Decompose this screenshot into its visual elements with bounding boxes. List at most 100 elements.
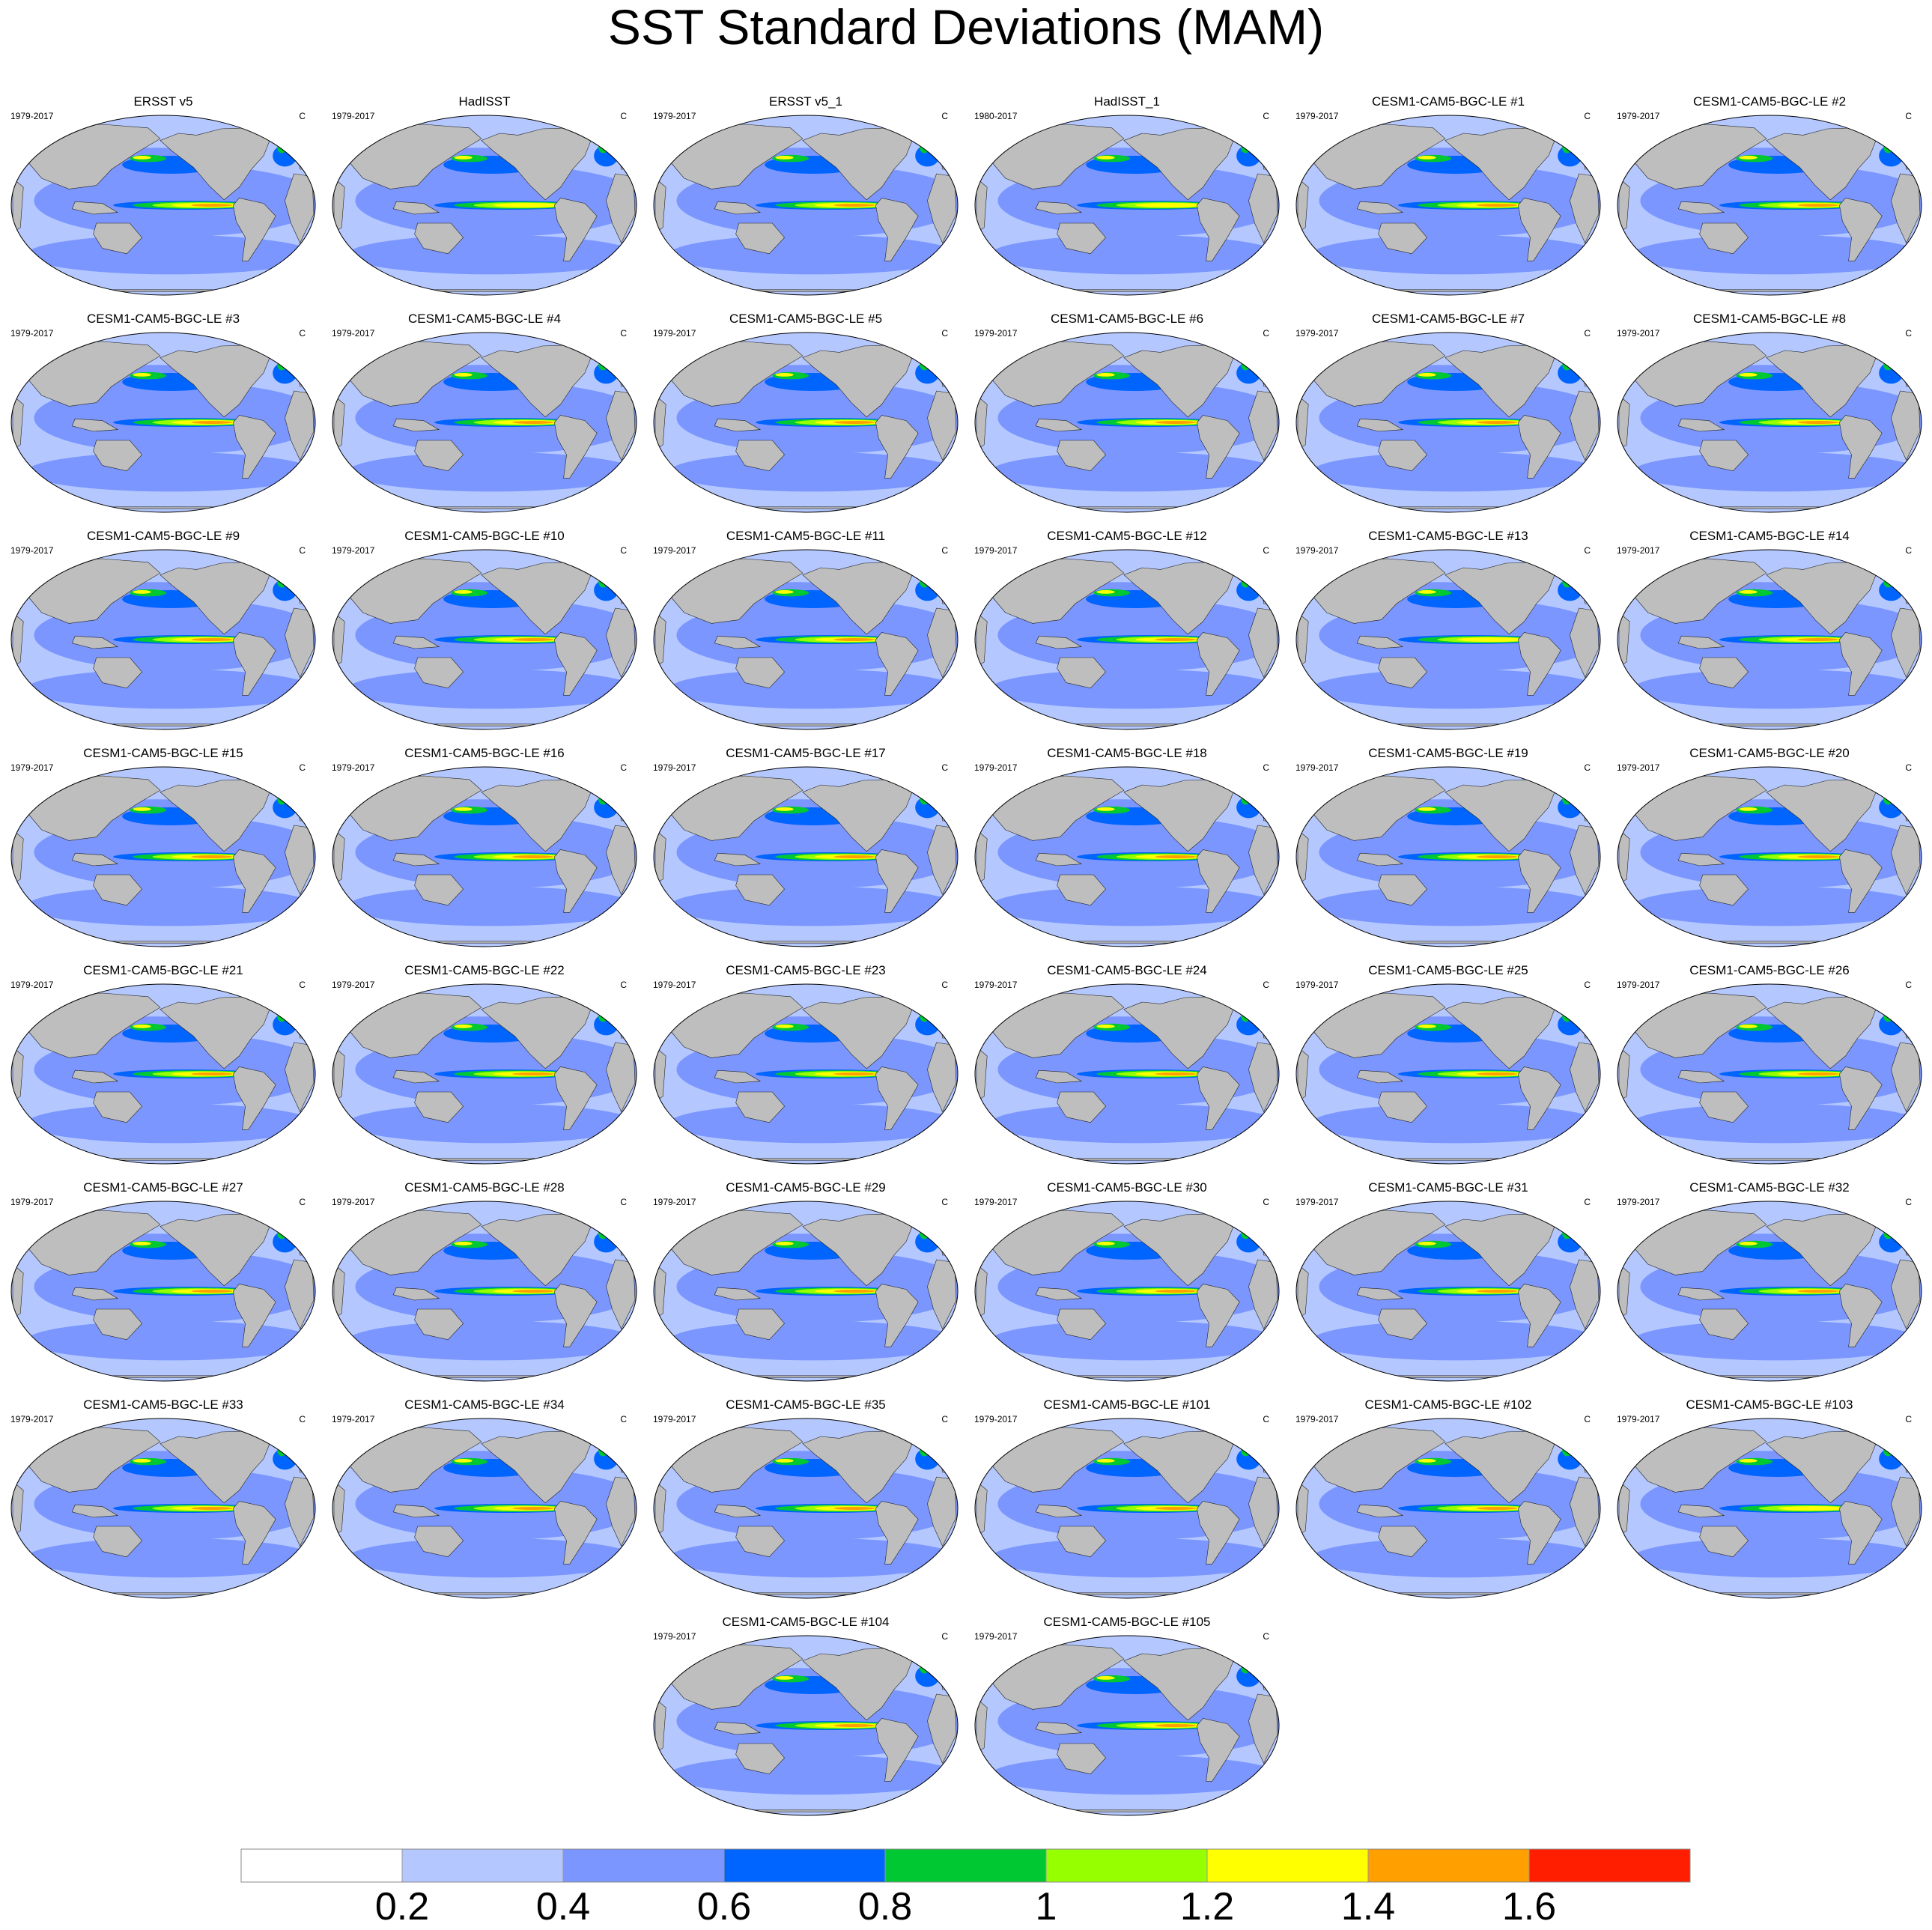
nino-contour (1155, 1723, 1197, 1728)
kuroshio-peak (133, 1025, 151, 1028)
panel-units: C (1584, 1197, 1591, 1207)
south-america (1197, 632, 1240, 696)
map-panel: CESM1-CAM5-BGC-LE #23 1979-2017 C (645, 963, 966, 1180)
panel-units: C (941, 328, 948, 339)
panel-years: 1979-2017 (974, 1197, 1018, 1207)
panel-years: 1979-2017 (10, 545, 54, 556)
panel-map (974, 1635, 1280, 1816)
panel-years: 1979-2017 (10, 1197, 54, 1207)
kuroshio-peak (775, 590, 794, 594)
panel-units: C (1263, 980, 1269, 990)
map-outline (974, 332, 1280, 513)
map-outline (1295, 1418, 1601, 1599)
nino-contour (191, 855, 233, 859)
eurasia-east (668, 558, 804, 624)
map-panel: ERSST v5_1 1979-2017 C (645, 94, 966, 312)
south-america (1518, 1066, 1561, 1130)
map-outline (10, 115, 316, 296)
eurasia-east (668, 341, 804, 407)
panel-years: 1979-2017 (1295, 328, 1339, 339)
indonesia (1035, 1069, 1083, 1084)
africa-west (1297, 612, 1309, 667)
panel-title: CESM1-CAM5-BGC-LE #8 (1692, 312, 1847, 326)
eurasia-east (1310, 992, 1446, 1058)
africa-west (1618, 612, 1630, 667)
southern-ocean-band (1632, 234, 1922, 275)
africa-west (654, 1046, 666, 1102)
nino-contour (191, 1072, 233, 1076)
panel-units: C (941, 980, 948, 990)
panel-units: C (299, 111, 306, 121)
map-outline (10, 1418, 316, 1599)
map-outline (653, 766, 959, 947)
eurasia-east (989, 341, 1125, 407)
map-panel: CESM1-CAM5-BGC-LE #10 1979-2017 C (324, 529, 645, 746)
indonesia (71, 1504, 119, 1518)
southern-ocean-band (669, 452, 958, 492)
africa-west (1297, 177, 1309, 233)
panel-units: C (1584, 1414, 1591, 1424)
panel-title: CESM1-CAM5-BGC-LE #103 (1686, 1398, 1853, 1412)
panel-units: C (299, 545, 306, 556)
nino-contour (1797, 1289, 1839, 1293)
australia (414, 440, 464, 472)
eurasia-east (668, 992, 804, 1058)
panel-years: 1979-2017 (1617, 1414, 1660, 1424)
kuroshio-peak (775, 373, 794, 377)
panel-title: ERSST v5 (133, 94, 193, 109)
australia (1699, 874, 1749, 906)
nino-contour (191, 1506, 233, 1511)
map-panel: CESM1-CAM5-BGC-LE #21 1979-2017 C (3, 963, 323, 1180)
panel-units: C (299, 980, 306, 990)
map-panel: ERSST v5 1979-2017 C (3, 94, 323, 312)
africa-west (976, 395, 988, 450)
kuroshio-peak (1096, 590, 1115, 594)
panel-map (332, 983, 637, 1165)
south-america (1839, 415, 1883, 479)
kuroshio-peak (775, 807, 794, 811)
indonesia (1677, 201, 1725, 215)
kuroshio-peak (1418, 1242, 1436, 1245)
south-america (1518, 1501, 1561, 1565)
kuroshio-peak (1096, 1025, 1115, 1028)
nino-contour (1456, 637, 1525, 642)
southern-ocean-band (669, 1320, 958, 1361)
kuroshio-peak (1739, 1025, 1758, 1028)
map-outline (974, 115, 1280, 296)
south-america (233, 632, 276, 696)
panel-map (974, 1418, 1280, 1599)
panel-title: CESM1-CAM5-BGC-LE #30 (1047, 1180, 1207, 1195)
panel-title: CESM1-CAM5-BGC-LE #6 (1050, 312, 1204, 326)
panel-map (1295, 115, 1601, 296)
panel-map (1617, 1418, 1922, 1599)
colorbar-swatch (723, 1848, 886, 1883)
nino-contour (1155, 1289, 1197, 1293)
africa-west (333, 612, 345, 667)
map-outline (1617, 332, 1922, 513)
colorbar-swatch (401, 1848, 564, 1883)
south-america (875, 415, 919, 479)
panel-units: C (620, 111, 627, 121)
nino-contour (833, 420, 875, 425)
eurasia-east (1310, 558, 1446, 624)
africa-west (976, 1481, 988, 1536)
southern-ocean-band (669, 234, 958, 275)
kuroshio-peak (133, 1459, 151, 1463)
nino-contour (1797, 637, 1839, 642)
panel-years: 1979-2017 (1617, 980, 1660, 990)
panel-map (653, 549, 959, 730)
kuroshio-peak (1739, 156, 1758, 160)
panel-map (653, 766, 959, 947)
southern-ocean-band (26, 1320, 315, 1361)
australia (414, 874, 464, 906)
australia (1378, 1091, 1428, 1123)
indonesia (1035, 852, 1083, 867)
africa-west (333, 829, 345, 884)
africa-west (12, 612, 24, 667)
southern-ocean-band (347, 234, 637, 275)
kuroshio-peak (454, 1025, 473, 1028)
panel-title: CESM1-CAM5-BGC-LE #22 (404, 963, 565, 977)
map-panel: CESM1-CAM5-BGC-LE #14 1979-2017 C (1609, 529, 1930, 746)
panel-map (10, 766, 316, 947)
